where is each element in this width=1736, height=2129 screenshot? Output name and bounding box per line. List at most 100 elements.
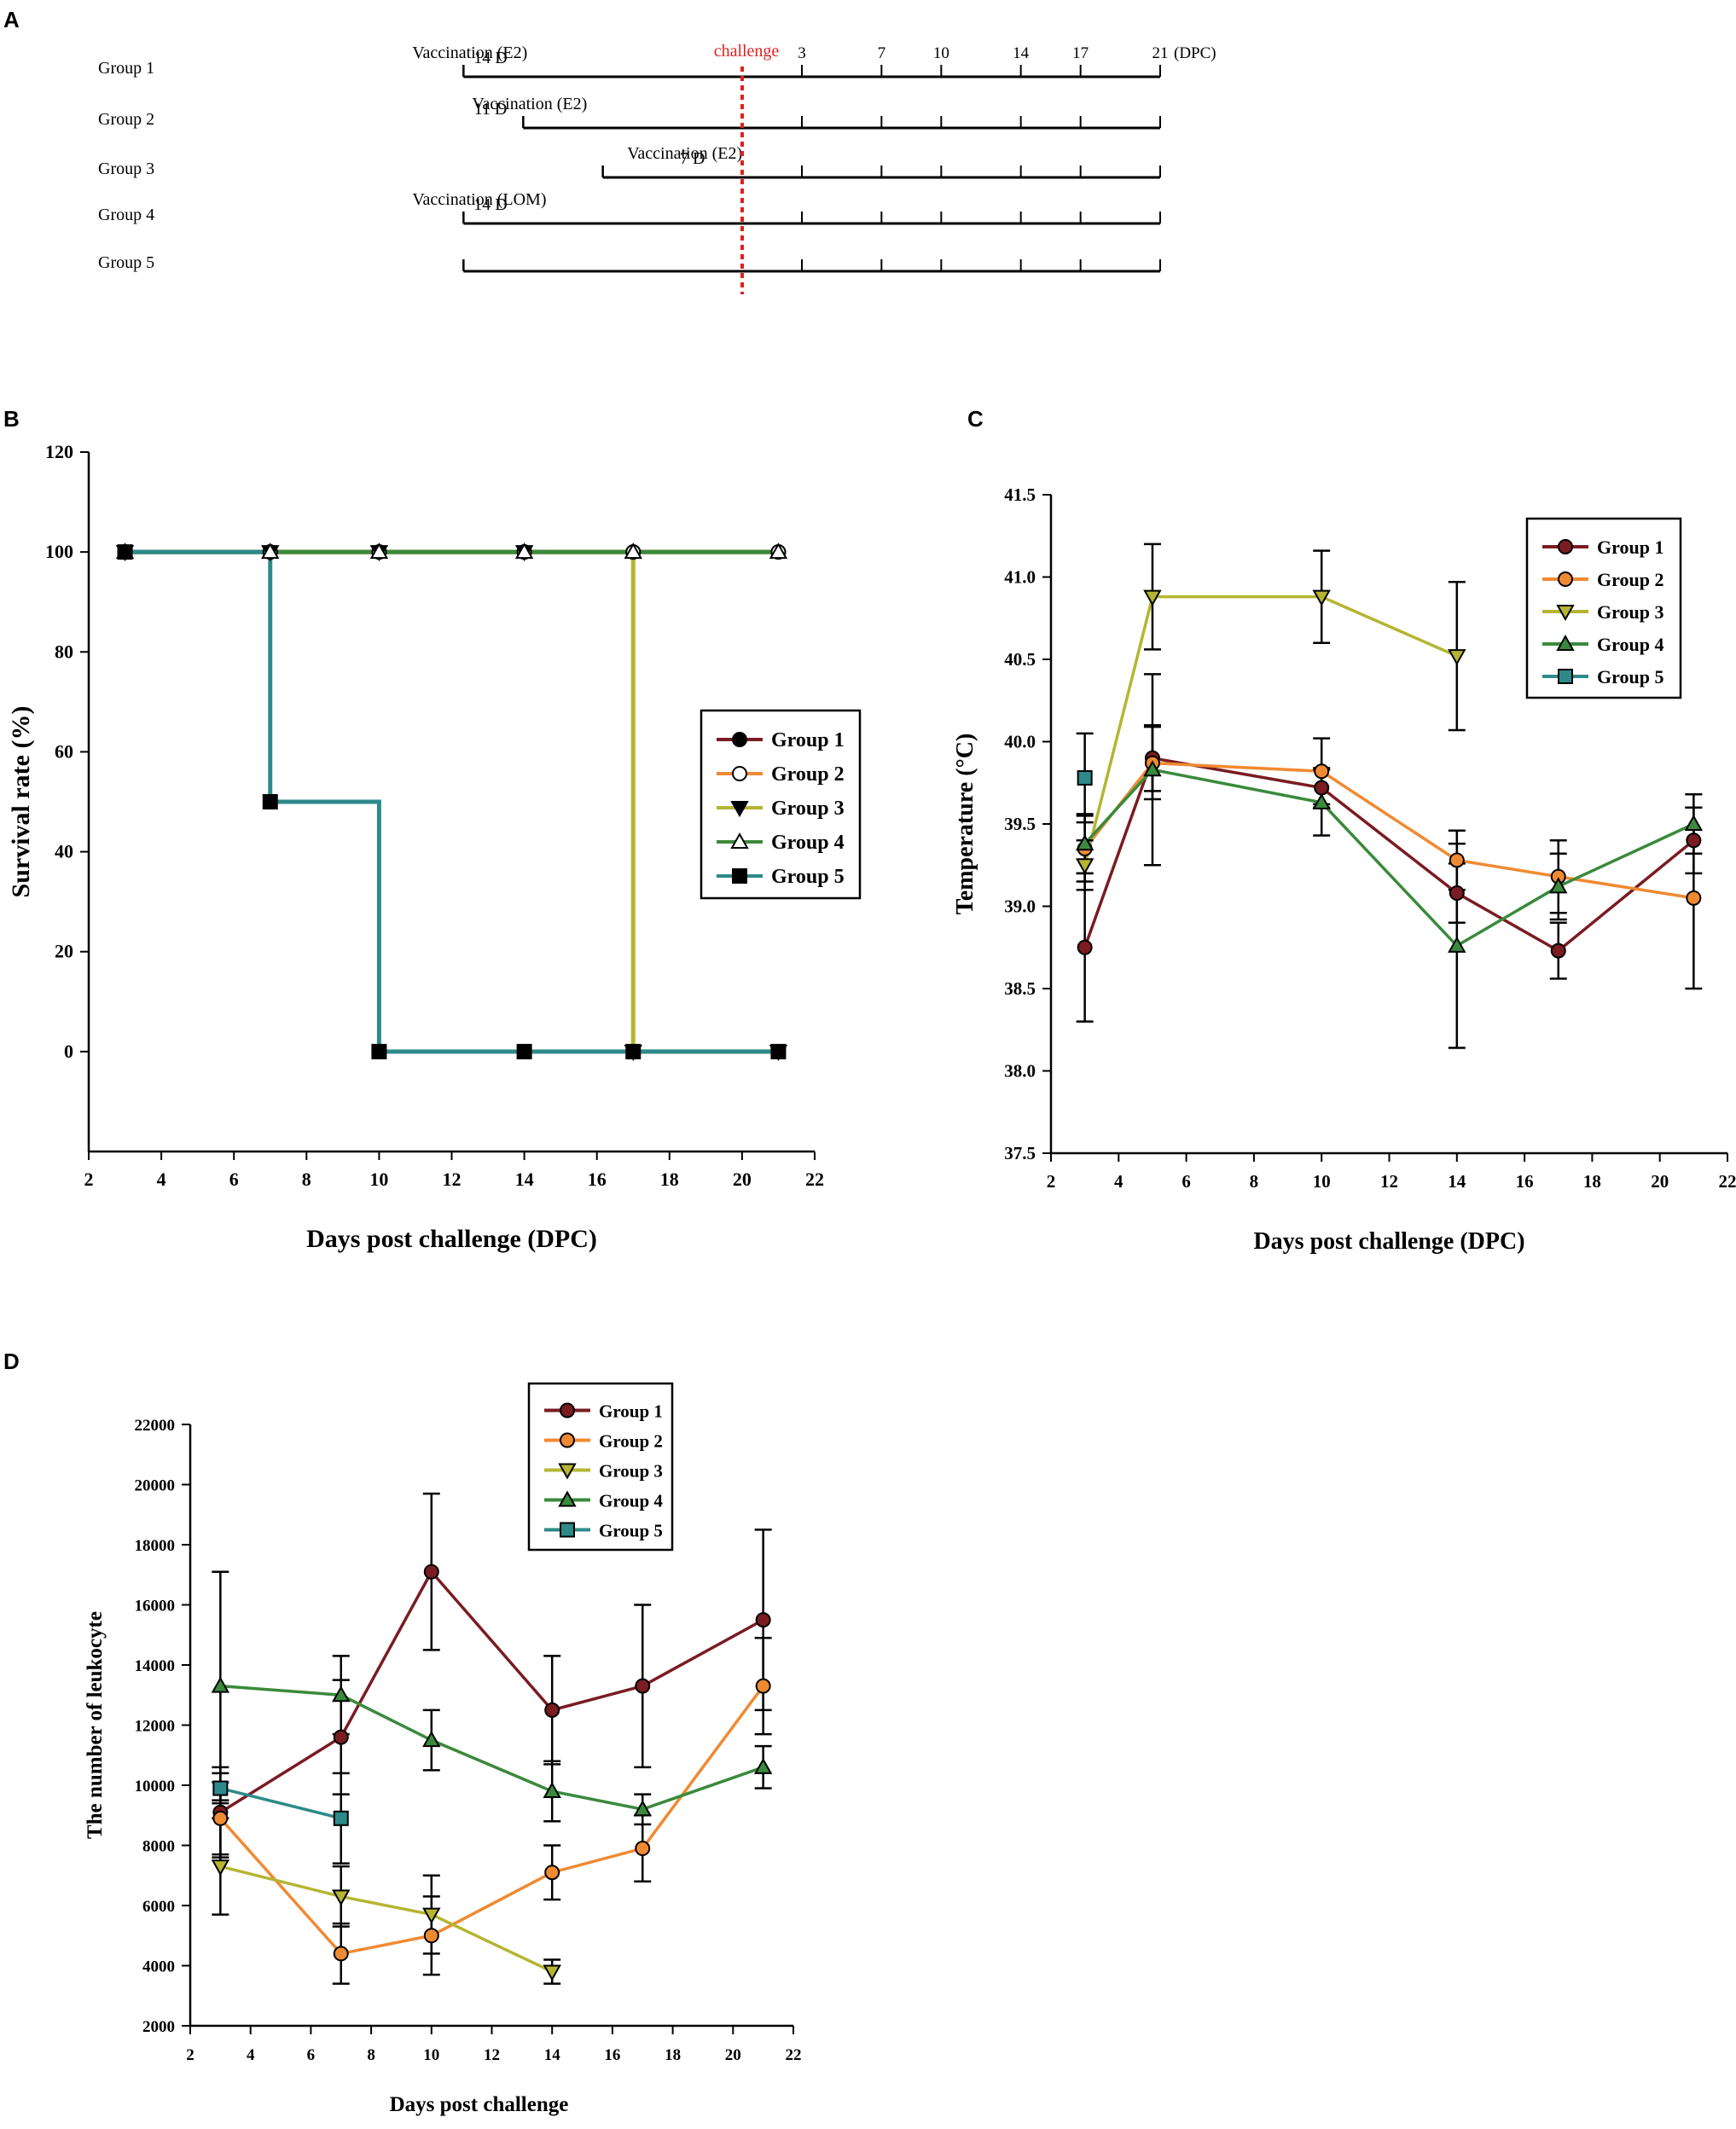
y-tick-label: 39.0 (1004, 896, 1036, 917)
legend-marker (1558, 539, 1573, 554)
temperature-point (1314, 780, 1330, 796)
timeline-group-label: Group 1 (98, 59, 154, 78)
leukocyte-point (333, 1729, 349, 1745)
legend-marker (560, 1432, 575, 1448)
y-tick-label: 6000 (142, 1898, 175, 1916)
x-tick-label: 12 (1380, 1171, 1398, 1192)
legend-marker (1558, 571, 1573, 587)
leukocyte-point (211, 1676, 230, 1693)
timeline-vaccine-label: Vaccination (E2) (412, 44, 527, 62)
leukocyte-line-2 (219, 1685, 765, 1956)
x-tick-label: 16 (588, 1169, 607, 1190)
leukocyte-point (755, 1678, 771, 1694)
y-tick-label: 14000 (135, 1657, 176, 1675)
panel-label-b: B (3, 406, 20, 432)
leukocyte-point (423, 1928, 439, 1944)
temperature-line-4 (1083, 768, 1695, 948)
temperature-point (1143, 760, 1162, 777)
x-tick-label: 16 (604, 2046, 620, 2064)
temperature-point (1312, 792, 1331, 809)
legend-marker (1556, 605, 1575, 622)
legend-marker (558, 1463, 577, 1480)
legend-label: Group 4 (599, 1491, 663, 1511)
timeline-day-label: 3 (798, 44, 806, 62)
y-tick-label: 38.0 (1004, 1061, 1036, 1082)
survival-point (369, 542, 389, 560)
temperature-point (1448, 936, 1466, 953)
temperature-point (1075, 834, 1094, 851)
leukocyte-point (544, 1702, 560, 1718)
y-tick-label: 38.5 (1004, 978, 1036, 999)
survival-point (769, 542, 788, 560)
x-tick-label: 10 (369, 1169, 388, 1190)
x-tick-label: 2 (84, 1169, 94, 1190)
leukocyte-point (212, 1810, 229, 1826)
legend-marker (1558, 669, 1573, 684)
timeline-dpc-label: (DPC) (1174, 44, 1216, 62)
x-tick-label: 8 (1250, 1171, 1259, 1192)
x-tick-label: 2 (1047, 1171, 1056, 1192)
challenge-label: challenge (714, 42, 780, 61)
temperature-point (1684, 814, 1704, 831)
leukocyte-point (332, 1889, 351, 1906)
leukocyte-point (755, 1612, 771, 1628)
x-tick-label: 6 (229, 1169, 239, 1190)
survival-point (514, 542, 534, 560)
leukocyte-point (543, 1964, 561, 1981)
y-tick-label: 37.5 (1004, 1143, 1036, 1163)
y-axis-title: Survival rate (%) (7, 706, 35, 898)
timeline-vaccine-label: Vaccination (LOM) (412, 190, 546, 209)
temperature-point (1143, 589, 1162, 606)
temperature-point (1312, 589, 1331, 606)
survival-point (261, 542, 280, 560)
leukocyte-point (422, 1907, 441, 1924)
leukocyte-point (211, 1859, 230, 1877)
legend-label: Group 5 (599, 1521, 663, 1541)
legend-marker (730, 801, 749, 818)
legend-label: Group 1 (1597, 537, 1663, 558)
leukocyte-line-5 (219, 1786, 342, 1820)
legend-label: Group 5 (771, 866, 845, 888)
x-tick-label: 14 (515, 1169, 534, 1190)
temperature-point (1550, 943, 1566, 959)
timeline-interval-label: 14 D (473, 49, 507, 67)
x-tick-label: 18 (1583, 1171, 1601, 1192)
temperature-point (1686, 832, 1702, 849)
y-tick-label: 4000 (142, 1958, 175, 1976)
x-tick-label: 2 (186, 2046, 195, 2064)
temperature-point (1449, 852, 1465, 868)
timeline-day-label: 10 (933, 44, 949, 62)
timeline-group-label: Group 5 (98, 253, 154, 272)
vaccination-timeline: 3 7 10 14 17 21 (DPC) challenge Group 1 Vaccinati… (98, 42, 1216, 294)
y-axis-title: The number of leukocyte (84, 1611, 107, 1839)
y-tick-label: 40.5 (1004, 649, 1036, 670)
legend-marker (732, 868, 747, 884)
x-tick-label: 12 (484, 2046, 500, 2064)
legend-label: Group 5 (1597, 666, 1663, 687)
x-tick-label: 18 (665, 2046, 681, 2064)
legend-label: Group 4 (771, 832, 845, 854)
leukocyte-point (543, 1782, 561, 1799)
leukocyte-point (212, 1780, 229, 1796)
timeline-vaccine-label: Vaccination (E2) (472, 95, 587, 113)
survival-point (770, 1043, 787, 1059)
legend-label: Group 3 (599, 1461, 663, 1482)
x-axis-title: Days post challenge (DPC) (306, 1225, 597, 1253)
legend-marker (732, 766, 747, 781)
legend-label: Group 1 (599, 1401, 663, 1422)
x-tick-label: 12 (443, 1169, 462, 1190)
legend-marker (558, 1490, 577, 1507)
legend-marker (730, 832, 749, 849)
x-tick-label: 20 (1651, 1171, 1669, 1192)
legend-label: Group 1 (771, 729, 845, 751)
survival-chart: 2 4 6 8 10 12 14 16 18 20 22 0 20 40 60 80 100 120 Days po… (7, 441, 862, 1253)
timeline-interval-label: 7 D (680, 149, 705, 168)
x-tick-label: 20 (733, 1169, 752, 1190)
temperature-line-2 (1083, 761, 1694, 900)
legend-label: Group 2 (1597, 569, 1663, 590)
leukocyte-point (422, 1731, 441, 1748)
x-tick-label: 14 (544, 2046, 561, 2064)
timeline-group-label: Group 3 (98, 160, 154, 178)
temperature-point (1077, 939, 1093, 955)
